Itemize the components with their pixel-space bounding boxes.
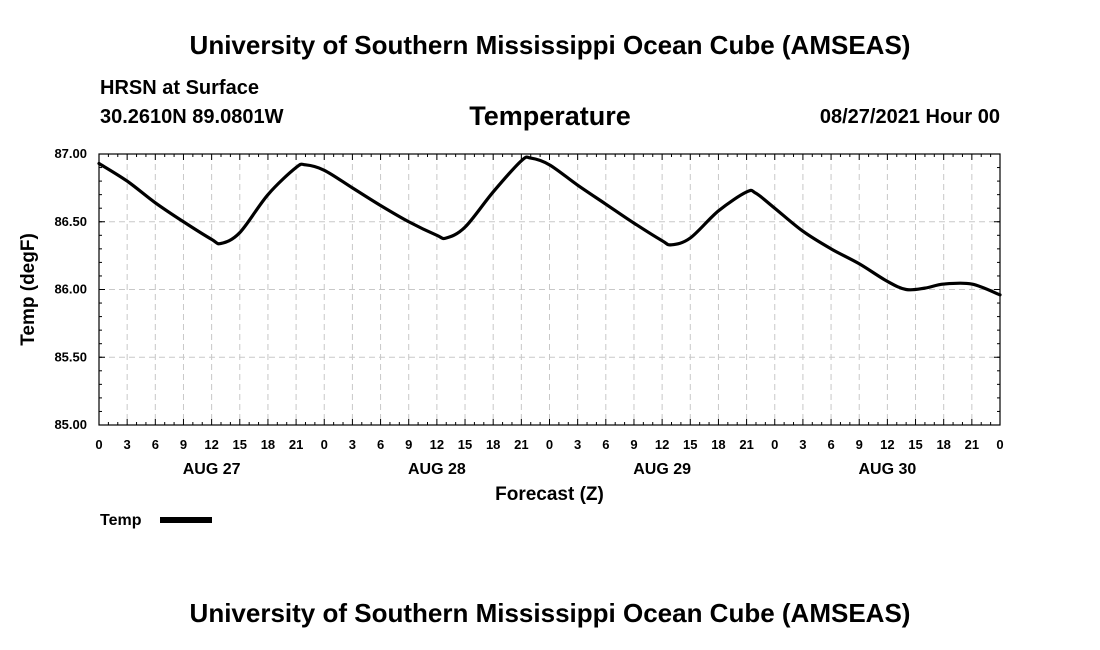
y-tick-label: 87.00 bbox=[54, 146, 87, 161]
footer-title: University of Southern Mississippi Ocean… bbox=[189, 598, 911, 628]
x-tick-label: 15 bbox=[908, 437, 922, 452]
x-tick-label: 15 bbox=[683, 437, 697, 452]
day-labels: AUG 27 AUG 28 AUG 29 AUG 30 bbox=[183, 461, 917, 478]
forecast-datetime: 08/27/2021 Hour 00 bbox=[819, 106, 1000, 128]
x-tick-label: 3 bbox=[799, 437, 806, 452]
coordinates-label: 30.2610N 89.0801W bbox=[100, 106, 284, 128]
x-axis-title: Forecast (Z) bbox=[495, 484, 604, 505]
x-tick-label: 12 bbox=[430, 437, 444, 452]
x-tick-label: 9 bbox=[180, 437, 187, 452]
plot-frame bbox=[98, 153, 1001, 426]
x-tick-label: 12 bbox=[880, 437, 894, 452]
x-tick-label: 12 bbox=[655, 437, 669, 452]
x-tick-label: 18 bbox=[711, 437, 725, 452]
x-tick-labels: 0 3 6 9 12 15 18 21 0 3 6 9 12 15 18 21 0 3 6 9 12 15 18 21 0 3 6 9… bbox=[95, 437, 1003, 452]
y-tick-label: 86.50 bbox=[54, 214, 87, 229]
station-label: HRSN at Surface bbox=[100, 77, 259, 99]
x-tick-label: 18 bbox=[936, 437, 950, 452]
x-tick-label: 12 bbox=[204, 437, 218, 452]
x-tick-label: 0 bbox=[321, 437, 328, 452]
x-tick-label: 15 bbox=[458, 437, 472, 452]
y-tick-labels: 85.00 85.50 86.00 86.50 87.00 bbox=[54, 146, 87, 432]
series-layer bbox=[97, 155, 1002, 297]
y-axis-title: Temp (degF) bbox=[18, 233, 39, 346]
grid-lines bbox=[99, 154, 1000, 425]
legend-label-temp: Temp bbox=[100, 512, 142, 529]
x-tick-label: 15 bbox=[233, 437, 247, 452]
x-tick-label: 21 bbox=[289, 437, 303, 452]
x-tick-label: 18 bbox=[261, 437, 275, 452]
chart-title: Temperature bbox=[469, 101, 631, 131]
legend: Temp bbox=[100, 512, 212, 529]
x-tick-label: 0 bbox=[95, 437, 102, 452]
x-tick-label: 3 bbox=[349, 437, 356, 452]
y-tick-label: 85.00 bbox=[54, 417, 87, 432]
header-title: University of Southern Mississippi Ocean… bbox=[189, 30, 911, 60]
x-tick-label: 21 bbox=[739, 437, 753, 452]
x-tick-label: 9 bbox=[856, 437, 863, 452]
x-tick-label: 0 bbox=[546, 437, 553, 452]
x-tick-label: 6 bbox=[377, 437, 384, 452]
x-tick-label: 18 bbox=[486, 437, 500, 452]
x-tick-label: 9 bbox=[405, 437, 412, 452]
y-tick-label: 86.00 bbox=[54, 282, 87, 297]
x-tick-label: 21 bbox=[965, 437, 979, 452]
x-tick-label: 21 bbox=[514, 437, 528, 452]
day-label: AUG 29 bbox=[633, 461, 691, 478]
x-tick-label: 6 bbox=[602, 437, 609, 452]
day-label: AUG 28 bbox=[408, 461, 466, 478]
y-tick-label: 85.50 bbox=[54, 349, 87, 364]
x-tick-label: 9 bbox=[630, 437, 637, 452]
x-tick-label: 6 bbox=[152, 437, 159, 452]
x-tick-label: 0 bbox=[996, 437, 1003, 452]
day-label: AUG 27 bbox=[183, 461, 241, 478]
x-tick-label: 0 bbox=[771, 437, 778, 452]
x-tick-label: 3 bbox=[574, 437, 581, 452]
series-line-temp bbox=[97, 155, 1002, 297]
day-label: AUG 30 bbox=[858, 461, 916, 478]
x-tick-label: 3 bbox=[124, 437, 131, 452]
x-tick-label: 6 bbox=[827, 437, 834, 452]
